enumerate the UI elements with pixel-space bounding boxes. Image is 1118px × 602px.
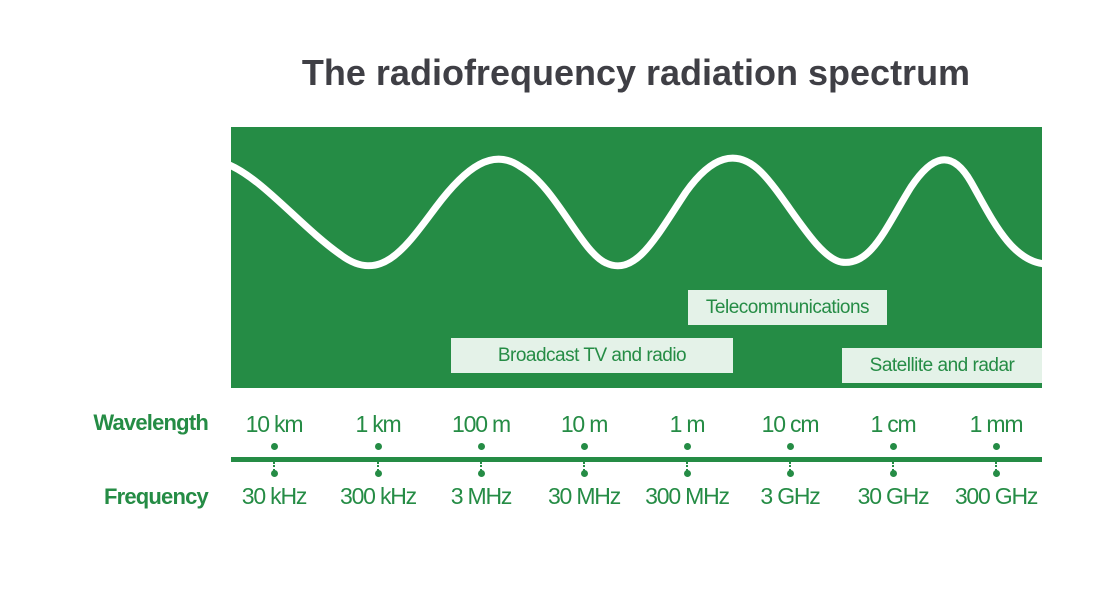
frequency-dot (787, 470, 794, 477)
wavelength-value: 1 cm (870, 411, 916, 437)
scale-tick (583, 462, 585, 474)
scale-tick (686, 462, 688, 474)
scale-tick (995, 462, 997, 474)
wavelength-value: 10 km (245, 411, 304, 437)
wavelength-value: 1 m (669, 411, 706, 437)
radio-wave (231, 154, 1042, 270)
band-telecommunications: Telecommunications (688, 290, 887, 325)
frequency-value: 30 GHz (857, 483, 930, 509)
wavelength-dot (684, 443, 691, 450)
frequency-value: 30 MHz (547, 483, 621, 509)
wavelength-row-label: Wavelength (93, 410, 208, 435)
frequency-dot (375, 470, 382, 477)
band-broadcast-tv-radio: Broadcast TV and radio (451, 338, 733, 373)
wavelength-value: 1 mm (969, 411, 1024, 437)
wavelength-dot (787, 443, 794, 450)
wavelength-value: 100 m (452, 411, 511, 437)
frequency-value: 3 MHz (450, 483, 513, 509)
scale-tick (273, 462, 275, 474)
wavelength-dot (478, 443, 485, 450)
frequency-dot (890, 470, 897, 477)
frequency-dot (993, 470, 1000, 477)
frequency-dot (581, 470, 588, 477)
frequency-dot (478, 470, 485, 477)
frequency-dot (684, 470, 691, 477)
scale-tick (480, 462, 482, 474)
spectrum-panel: Telecommunications Broadcast TV and radi… (231, 127, 1042, 388)
wavelength-value: 10 cm (761, 411, 820, 437)
scale-tick (789, 462, 791, 474)
wavelength-dot (993, 443, 1000, 450)
wavelength-value: 1 km (355, 411, 401, 437)
scale-axis-line (231, 457, 1042, 462)
wavelength-dot (890, 443, 897, 450)
diagram-title: The radiofrequency radiation spectrum (301, 52, 971, 93)
frequency-row-label: Frequency (103, 484, 209, 509)
wavelength-dot (375, 443, 382, 450)
wavelength-dot (581, 443, 588, 450)
wavelength-value: 10 m (560, 411, 609, 437)
scale-tick (892, 462, 894, 474)
frequency-value: 300 MHz (645, 483, 730, 509)
frequency-value: 300 GHz (954, 483, 1039, 509)
frequency-value: 300 kHz (340, 483, 417, 509)
frequency-dot (271, 470, 278, 477)
frequency-value: 3 GHz (760, 483, 820, 509)
scale-tick (377, 462, 379, 474)
frequency-value: 30 kHz (241, 483, 308, 509)
band-satellite-radar: Satellite and radar (842, 348, 1042, 383)
wavelength-dot (271, 443, 278, 450)
